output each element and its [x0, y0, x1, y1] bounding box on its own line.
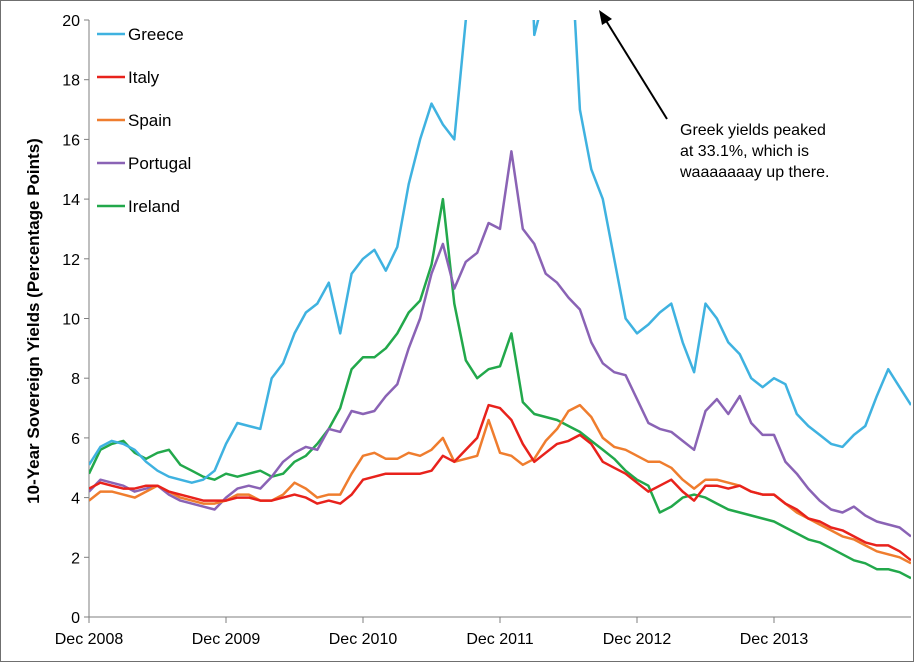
annotation-text-line: waaaaaaay up there. — [679, 164, 829, 181]
series-line-portugal — [89, 150, 911, 538]
y-tick-label: 18 — [62, 73, 80, 90]
x-tick-label: Dec 2008 — [55, 631, 124, 648]
annotation-arrowhead — [599, 10, 612, 25]
annotation-arrow-line — [604, 18, 668, 120]
y-tick-label: 8 — [71, 371, 80, 388]
legend: Greece Italy Spain Portugal Ireland — [97, 25, 191, 216]
series-lines — [89, 20, 911, 580]
y-tick-label: 16 — [62, 132, 80, 149]
y-tick-label: 2 — [71, 550, 80, 567]
y-tick-label: 20 — [62, 13, 80, 30]
annotation-text-line: Greek yields peaked — [680, 122, 826, 139]
y-tick-label: 6 — [71, 431, 80, 448]
y-axis-label: 10-Year Sovereign Yields (Percentage Poi… — [24, 138, 43, 504]
legend-label-italy: Italy — [128, 68, 160, 87]
legend-label-ireland: Ireland — [128, 197, 180, 216]
x-tick-label: Dec 2009 — [192, 631, 261, 648]
series-line-spain — [89, 403, 911, 565]
y-tick-label: 12 — [62, 252, 80, 269]
axes: 0 2 4 6 8 10 12 14 16 18 20 Dec 2008 Dec 2009 Dec 201… — [55, 13, 911, 648]
y-tick-label: 10 — [62, 312, 80, 329]
series-line-greece — [89, 20, 911, 484]
series-line-italy — [89, 403, 911, 562]
legend-label-portugal: Portugal — [128, 154, 191, 173]
annotation: Greek yields peaked at 33.1%, which is waa… — [599, 10, 829, 181]
y-tick-label: 4 — [71, 491, 80, 508]
y-tick-label: 0 — [71, 610, 80, 627]
x-tick-label: Dec 2011 — [466, 631, 533, 648]
legend-label-spain: Spain — [128, 111, 171, 130]
x-tick-label: Dec 2012 — [603, 631, 672, 648]
annotation-text-line: at 33.1%, which is — [680, 143, 809, 160]
series-line-ireland — [89, 197, 911, 580]
x-tick-label: Dec 2013 — [740, 631, 809, 648]
legend-label-greece: Greece — [128, 25, 184, 44]
y-tick-label: 14 — [62, 192, 80, 209]
x-tick-label: Dec 2010 — [329, 631, 398, 648]
